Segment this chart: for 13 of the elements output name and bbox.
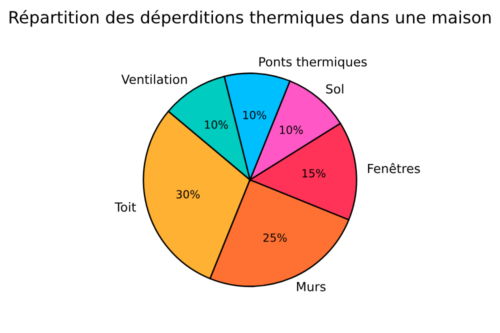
data-label: 10% bbox=[204, 120, 228, 129]
slice-label: Sol bbox=[326, 84, 344, 94]
data-label: 30% bbox=[176, 190, 200, 199]
data-label: 10% bbox=[280, 126, 303, 134]
slice-label: Murs bbox=[297, 282, 326, 292]
data-label: 10% bbox=[243, 110, 266, 120]
slice-label: Ponts thermiques bbox=[259, 56, 367, 69]
slice-label: Fenêtres bbox=[368, 163, 420, 174]
data-label: 25% bbox=[263, 233, 287, 242]
chart-title: Répartition des déperditions thermiques dans une maison bbox=[10, 10, 491, 27]
slice-label: Ventilation bbox=[121, 74, 187, 84]
slice-label: Toit bbox=[114, 202, 136, 212]
data-label: 15% bbox=[302, 169, 326, 178]
